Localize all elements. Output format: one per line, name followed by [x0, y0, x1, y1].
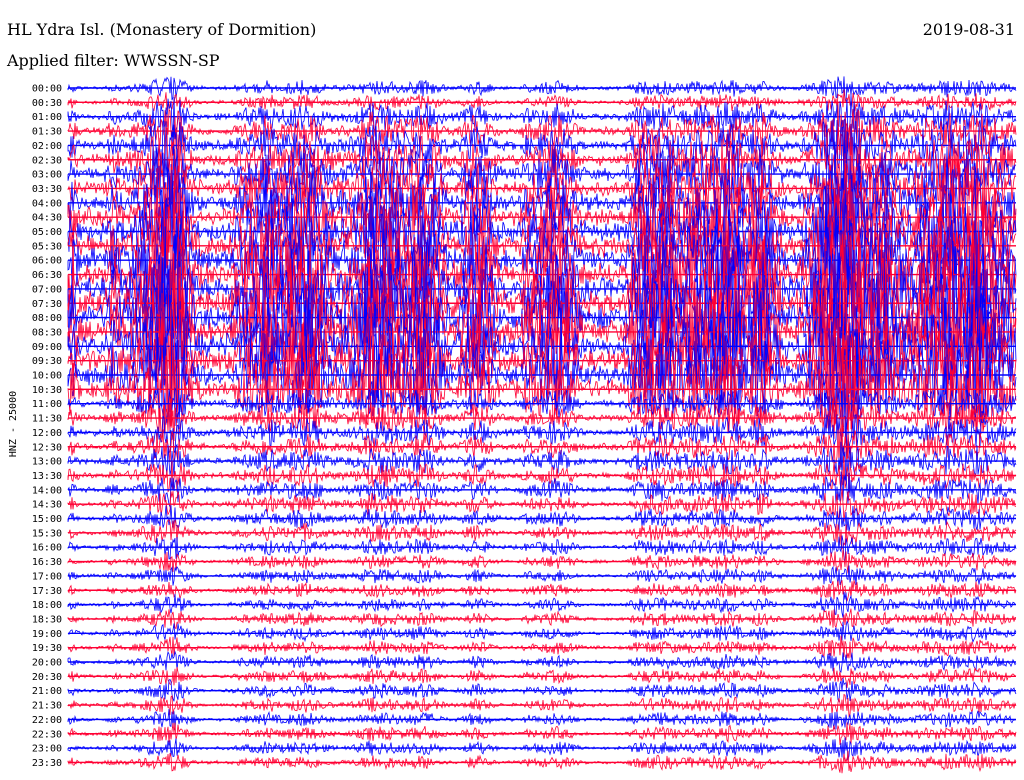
trace-layer [67, 76, 1017, 774]
row-time-label: 16:00 [32, 543, 62, 554]
row-time-label: 09:00 [32, 342, 62, 353]
seismic-trace [67, 412, 1017, 458]
row-time-label: 17:00 [32, 571, 62, 582]
row-time-label: 17:30 [32, 586, 62, 597]
row-time-label: 10:00 [32, 371, 62, 382]
row-time-label: 20:30 [32, 672, 62, 683]
row-time-label: 12:00 [32, 428, 62, 439]
row-time-label: 05:00 [32, 227, 62, 238]
row-time-label: 03:30 [32, 184, 62, 195]
row-time-label: 03:00 [32, 170, 62, 181]
row-time-label: 06:30 [32, 270, 62, 281]
time-axis: 00:00 00:30 01:00 01:30 02:00 02:30 03:00 03:30… [32, 84, 62, 769]
row-time-label: 23:00 [32, 744, 62, 755]
seismic-trace [67, 620, 1017, 643]
seismic-trace [67, 678, 1017, 703]
row-time-label: 20:00 [32, 658, 62, 669]
station-title: HL Ydra Isl. (Monastery of Dormition) [7, 20, 317, 39]
row-time-label: 19:00 [32, 629, 62, 640]
row-time-label: 01:00 [32, 112, 62, 123]
seismic-trace [67, 666, 1017, 688]
seismic-trace [67, 722, 1017, 746]
filter-label: Applied filter: WWSSN-SP [7, 51, 220, 70]
seismic-trace [67, 519, 1017, 550]
row-time-label: 04:30 [32, 213, 62, 224]
row-time-label: 06:00 [32, 256, 62, 267]
seismic-trace [67, 305, 1017, 423]
row-time-label: 07:30 [32, 299, 62, 310]
row-time-label: 09:30 [32, 356, 62, 367]
row-time-label: 22:30 [32, 729, 62, 740]
row-time-label: 01:30 [32, 127, 62, 138]
row-time-label: 02:30 [32, 155, 62, 166]
seismic-trace [67, 234, 1017, 372]
date-label: 2019-08-31 [922, 20, 1015, 39]
row-time-label: 04:00 [32, 198, 62, 209]
row-time-label: 13:30 [32, 471, 62, 482]
row-time-label: 18:30 [32, 614, 62, 625]
seismic-trace [67, 535, 1017, 562]
channel-label: HNZ - 25000 [8, 391, 19, 457]
row-time-label: 11:30 [32, 414, 62, 425]
seismic-trace [67, 155, 1017, 257]
row-time-label: 00:00 [32, 84, 62, 95]
seismic-trace [67, 89, 1017, 112]
row-time-label: 21:00 [32, 686, 62, 697]
seismic-trace [67, 396, 1017, 442]
row-time-label: 05:30 [32, 241, 62, 252]
row-time-label: 10:30 [32, 385, 62, 396]
row-time-label: 08:30 [32, 327, 62, 338]
row-time-label: 11:00 [32, 399, 62, 410]
seismic-trace [67, 650, 1017, 673]
row-time-label: 16:30 [32, 557, 62, 568]
row-time-label: 23:30 [32, 758, 62, 769]
row-time-label: 21:30 [32, 701, 62, 712]
row-time-label: 13:00 [32, 457, 62, 468]
row-time-label: 12:30 [32, 442, 62, 453]
row-time-label: 18:00 [32, 600, 62, 611]
seismic-trace [67, 163, 1017, 275]
row-time-label: 00:30 [32, 98, 62, 109]
seismic-trace [67, 737, 1017, 761]
row-time-label: 14:00 [32, 485, 62, 496]
seismic-trace [67, 383, 1017, 430]
row-time-label: 08:00 [32, 313, 62, 324]
row-time-label: 22:00 [32, 715, 62, 726]
row-time-label: 14:30 [32, 500, 62, 511]
seismic-trace [67, 142, 1017, 236]
row-time-label: 07:00 [32, 284, 62, 295]
row-time-label: 15:30 [32, 528, 62, 539]
row-time-label: 02:00 [32, 141, 62, 152]
row-time-label: 15:00 [32, 514, 62, 525]
row-time-label: 19:30 [32, 643, 62, 654]
